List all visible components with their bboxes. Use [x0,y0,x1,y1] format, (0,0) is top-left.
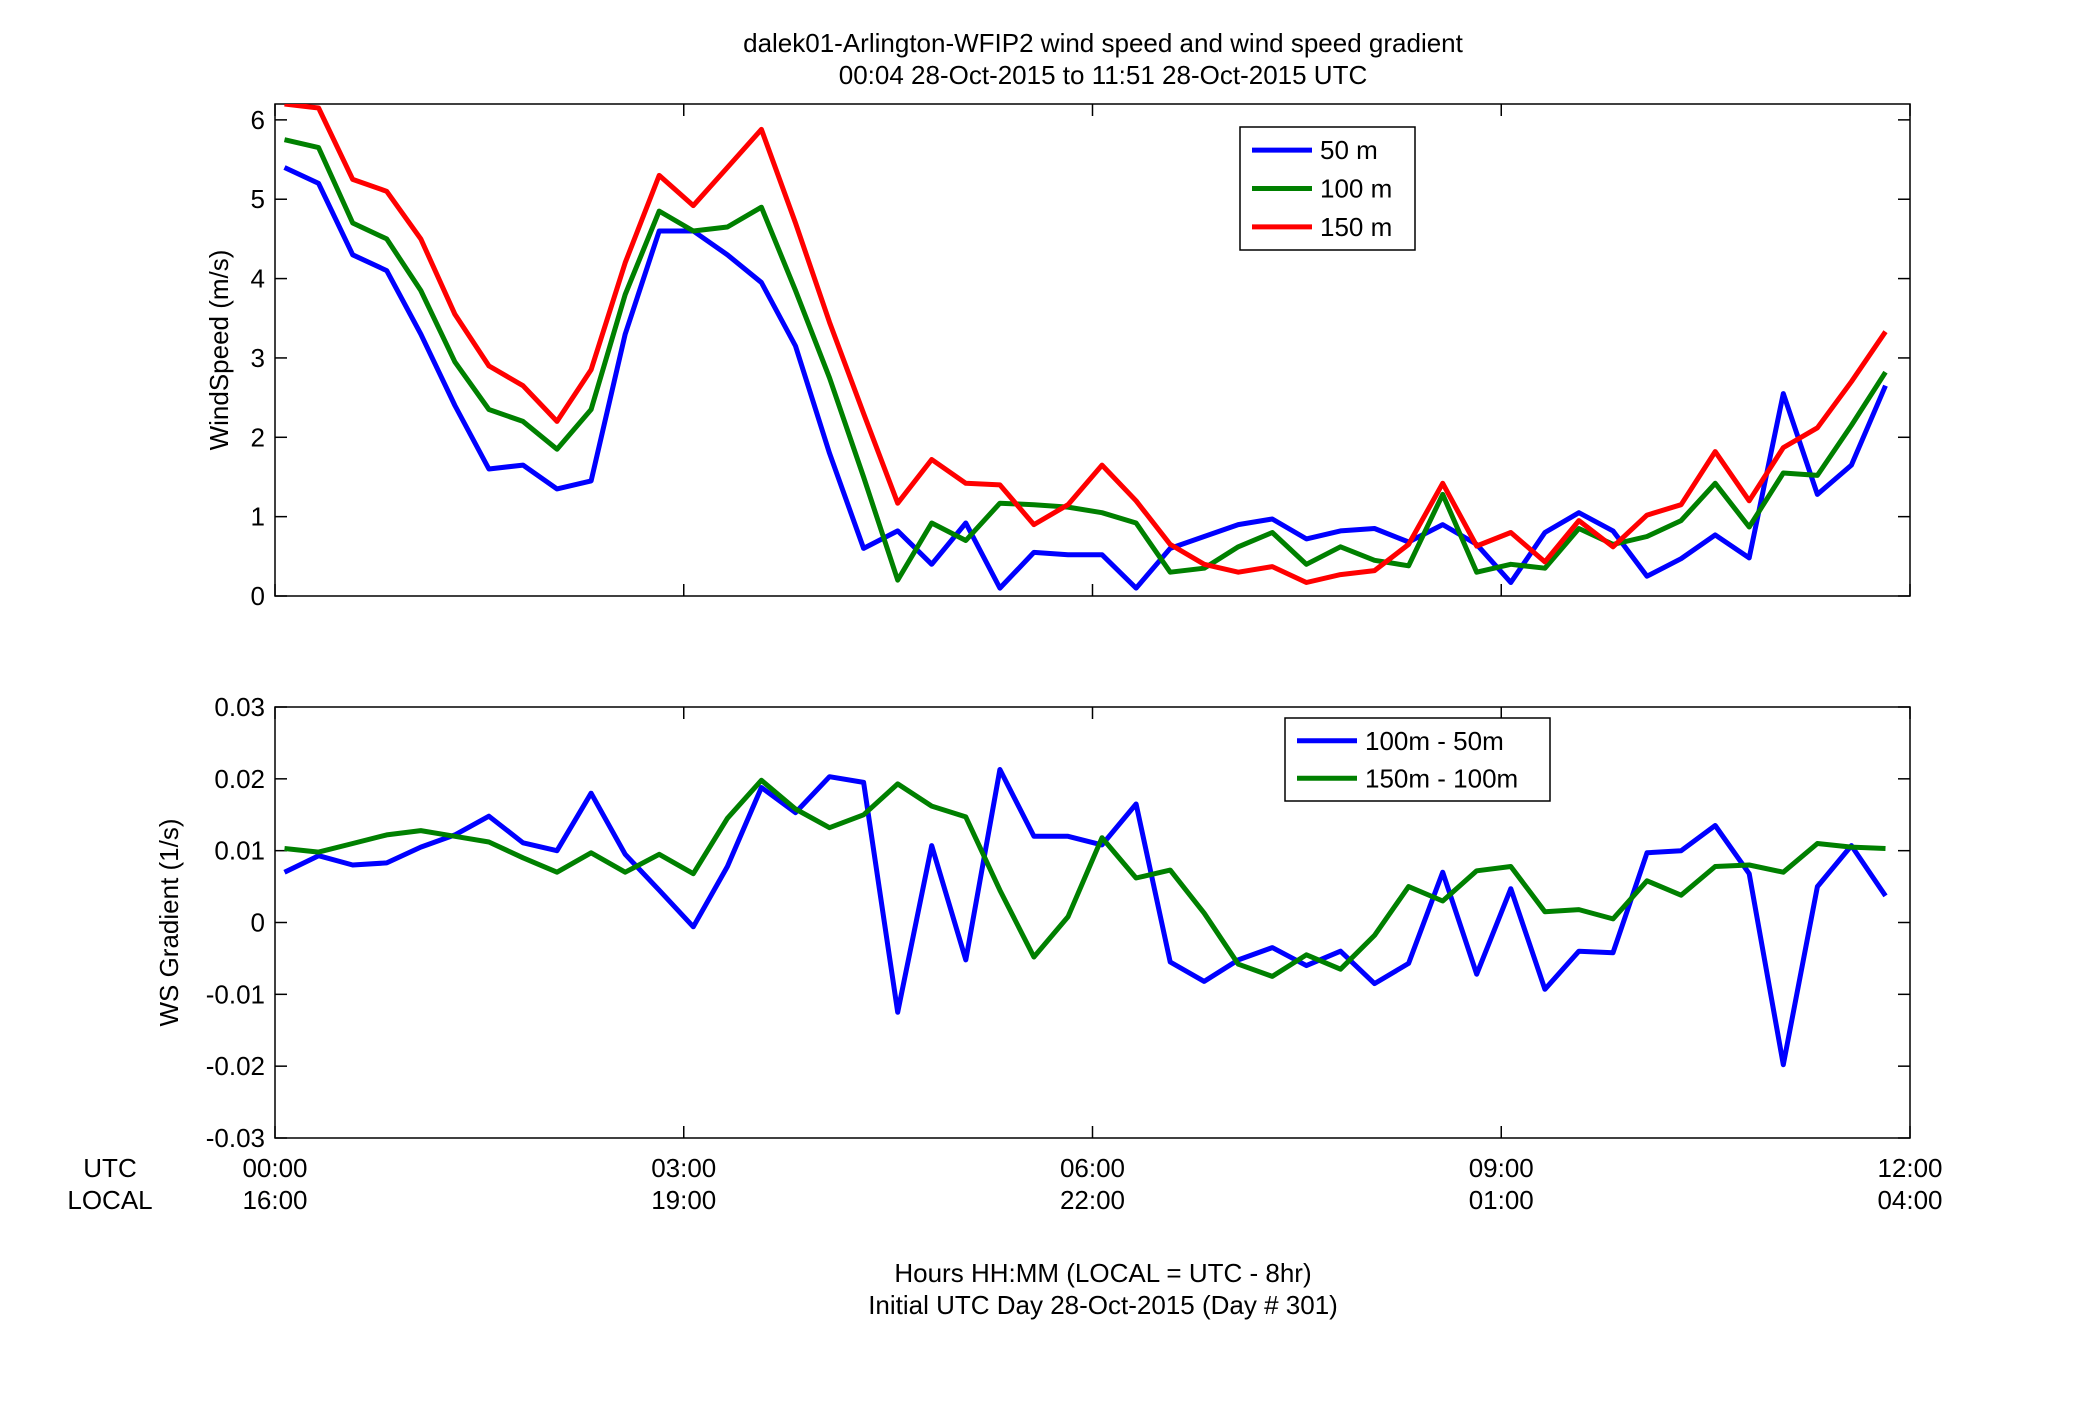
x-tick-label-local: 16:00 [242,1185,307,1215]
utc-row-label: UTC [83,1153,136,1183]
chart-title-line1: dalek01-Arlington-WFIP2 wind speed and w… [743,28,1464,58]
x-axis-label-line1: Hours HH:MM (LOCAL = UTC - 8hr) [894,1258,1311,1288]
y-tick-label: 3 [251,343,265,373]
series-line-0 [283,767,1888,1068]
y-tick-label: 0 [251,581,265,611]
series-line-2 [284,104,1888,585]
legend-label: 150m - 100m [1365,763,1518,793]
y-tick-label: 5 [251,184,265,214]
legend-box [1284,717,1551,802]
y-tick-label: -0.03 [206,1123,265,1153]
x-axis-label-line2: Initial UTC Day 28-Oct-2015 (Day # 301) [868,1290,1338,1320]
x-tick-label-utc: 09:00 [1469,1153,1534,1183]
y-tick-label: 4 [251,264,265,294]
x-tick-label-utc: 00:00 [242,1153,307,1183]
y-tick-label: -0.02 [206,1051,265,1081]
x-tick-label-utc: 12:00 [1877,1153,1942,1183]
y-tick-label: 0.02 [214,764,265,794]
y-tick-label: 2 [251,422,265,452]
series-line-1 [284,777,1886,979]
y-axis-label: WS Gradient (1/s) [154,818,184,1026]
x-tick-label-local: 01:00 [1469,1185,1534,1215]
y-tick-label: 6 [251,105,265,135]
y-axis-label: WindSpeed (m/s) [204,250,234,451]
local-row-label: LOCAL [67,1185,152,1215]
y-tick-label: 1 [251,502,265,532]
x-tick-label-local: 19:00 [651,1185,716,1215]
chart-title-line2: 00:04 28-Oct-2015 to 11:51 28-Oct-2015 U… [839,60,1367,90]
x-tick-label-local: 22:00 [1060,1185,1125,1215]
legend-label: 100 m [1320,174,1392,204]
legend-label: 50 m [1320,135,1378,165]
y-tick-label: -0.01 [206,979,265,1009]
y-tick-label: 0 [251,908,265,938]
legend-label: 100m - 50m [1365,726,1504,756]
windspeed-panel: 0 1 2 3 4 5 6 WindSpeed (m/s) 50 m 100 m 150 m [204,103,1911,611]
legend: 50 m 100 m 150 m [1239,126,1416,251]
x-tick-label-local: 04:00 [1877,1185,1942,1215]
gradient-panel: -0.03 -0.02 -0.01 0 0.01 0.02 0.03 WS Gradient … [154,692,1911,1153]
y-tick-label: 0.03 [214,692,265,722]
legend-label: 150 m [1320,212,1392,242]
y-tick-label: 0.01 [214,836,265,866]
x-tick-label-utc: 03:00 [651,1153,716,1183]
legend: 100m - 50m 150m - 100m [1284,717,1551,802]
x-tick-label-utc: 06:00 [1060,1153,1125,1183]
